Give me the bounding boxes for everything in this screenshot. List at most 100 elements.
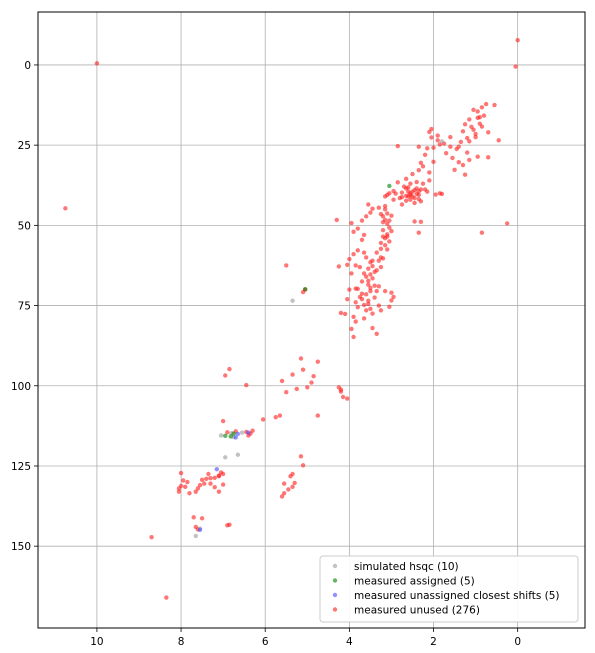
data-point: [452, 167, 457, 173]
data-point: [300, 367, 306, 372]
data-point: [366, 298, 371, 303]
data-point: [216, 474, 222, 479]
data-point: [406, 185, 411, 190]
data-point: [429, 135, 434, 140]
x-tick-label: 2: [430, 636, 437, 648]
data-point: [378, 264, 384, 270]
data-point: [385, 211, 390, 216]
data-point: [378, 308, 384, 313]
data-point: [416, 192, 421, 198]
data-point: [483, 101, 489, 107]
data-point: [486, 130, 491, 135]
data-point: [376, 258, 382, 263]
data-point: [391, 188, 396, 194]
data-point: [279, 494, 285, 499]
data-point: [387, 239, 392, 244]
data-point: [418, 219, 424, 225]
data-point: [351, 314, 356, 319]
data-point: [355, 286, 360, 292]
data-point: [294, 386, 299, 392]
data-point: [292, 480, 297, 486]
data-point: [370, 276, 375, 281]
data-point: [345, 262, 350, 268]
legend-marker: [332, 607, 338, 612]
data-point: [504, 221, 510, 226]
data-point: [477, 115, 483, 120]
data-point: [290, 372, 295, 377]
data-point: [372, 283, 377, 288]
data-point: [273, 415, 278, 420]
data-point: [351, 229, 356, 234]
data-point: [364, 308, 369, 313]
data-point: [464, 135, 470, 141]
data-point: [368, 285, 373, 291]
data-point: [359, 279, 365, 284]
data-point: [298, 454, 304, 459]
data-point: [191, 515, 196, 520]
data-point: [199, 477, 205, 482]
data-point: [336, 385, 342, 390]
data-point: [473, 134, 478, 140]
data-point: [361, 271, 367, 276]
data-point: [467, 157, 472, 163]
plot-frame: [37, 11, 586, 629]
data-point: [223, 455, 228, 460]
data-point: [149, 535, 154, 540]
data-point: [359, 237, 365, 242]
data-point: [515, 38, 520, 43]
legend-box: [319, 555, 579, 623]
x-tick-label: 0: [514, 636, 521, 648]
data-point: [183, 484, 188, 490]
y-tick-label: 150: [11, 541, 31, 553]
data-point: [437, 142, 443, 147]
data-point: [475, 109, 480, 114]
data-point: [435, 138, 440, 143]
data-point: [395, 143, 400, 149]
data-point: [338, 310, 344, 316]
data-point: [223, 373, 228, 378]
data-point: [345, 396, 350, 401]
data-point: [412, 195, 417, 201]
legend-label: simulated hsqc (10): [354, 561, 459, 573]
data-point: [410, 171, 415, 177]
data-point: [382, 243, 388, 248]
data-point: [378, 240, 384, 246]
data-point: [458, 139, 464, 145]
data-point: [336, 264, 342, 269]
data-point: [309, 380, 314, 385]
data-point: [370, 206, 375, 211]
data-point: [361, 316, 367, 321]
data-point: [353, 263, 358, 268]
data-point: [416, 167, 421, 173]
data-point: [425, 146, 430, 151]
data-point: [340, 394, 346, 400]
data-point: [199, 516, 205, 521]
data-point: [361, 232, 367, 238]
data-point: [300, 463, 306, 468]
data-point: [486, 155, 491, 160]
data-point: [469, 124, 474, 130]
data-point: [439, 139, 445, 144]
y-tick-label: 50: [18, 220, 31, 232]
data-point: [260, 417, 266, 422]
data-point: [305, 385, 310, 390]
data-point: [206, 471, 211, 477]
data-point: [370, 258, 375, 263]
y-tick-label: 0: [24, 60, 31, 72]
data-point: [380, 219, 386, 225]
data-point: [345, 296, 350, 302]
data-point: [349, 220, 354, 226]
data-point: [370, 311, 375, 316]
legend: simulated hsqc (10) measured assigned (5)…: [319, 555, 579, 623]
data-point: [361, 302, 367, 308]
data-point: [302, 287, 308, 292]
data-point: [479, 230, 485, 235]
y-tick-label: 25: [18, 140, 31, 152]
data-point: [351, 334, 356, 340]
data-point: [366, 282, 371, 287]
data-point: [448, 134, 453, 140]
data-point: [460, 162, 466, 168]
data-point: [355, 304, 360, 310]
data-point: [193, 489, 198, 494]
